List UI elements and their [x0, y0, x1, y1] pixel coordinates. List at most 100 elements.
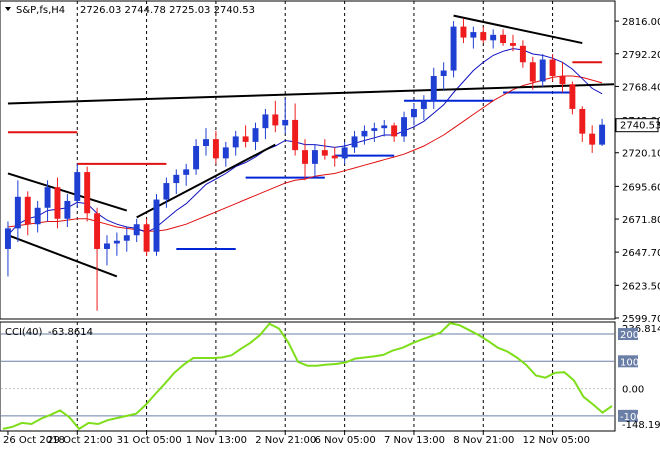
- x-tick-label: 7 Nov 13:00: [384, 435, 445, 446]
- candle-body: [510, 43, 516, 46]
- candle-body: [569, 84, 576, 109]
- candle-body: [292, 119, 299, 151]
- candle-body: [430, 76, 437, 101]
- cci-level-lines: [1, 333, 614, 417]
- y-tick-label: 2671.80: [622, 215, 660, 226]
- ohlc-values: 2726.03 2744.78 2725.03 2740.53: [80, 5, 255, 16]
- cci-label: CCI(40): [5, 327, 43, 338]
- main-plot-frame: [0, 0, 616, 320]
- y-tick-label: 2623.50: [622, 281, 660, 292]
- trendline: [7, 83, 615, 105]
- cci-tick-label: 100: [620, 357, 639, 368]
- price-tag: 2740.53: [615, 118, 660, 133]
- candle-body: [480, 32, 487, 41]
- vertical-gridlines: [76, 1, 554, 431]
- cci-plot-frame: [0, 321, 616, 432]
- candle-body: [500, 34, 507, 44]
- x-tick-label: 12 Nov 05:00: [523, 435, 590, 446]
- candle-body: [391, 125, 398, 137]
- candle-body: [183, 169, 190, 175]
- candle-body: [539, 59, 546, 82]
- trendline: [453, 14, 583, 45]
- candle-body: [460, 26, 467, 38]
- candle-body: [34, 207, 41, 225]
- trendline: [7, 234, 118, 278]
- candle-body: [331, 155, 338, 159]
- cci-series-line: [2, 322, 613, 431]
- candle-body: [4, 228, 11, 249]
- candle-body: [519, 45, 526, 63]
- cci-header: CCI(40) -63.8614: [5, 327, 93, 338]
- candle-body: [272, 114, 279, 126]
- candle-body: [529, 62, 536, 82]
- candle-body: [282, 119, 289, 126]
- y-tick-label: 2647.70: [622, 248, 660, 259]
- candle-body: [599, 124, 606, 145]
- candle-body: [470, 32, 477, 38]
- cci-value: -63.8614: [48, 327, 93, 338]
- y-tick-label: 2768.40: [622, 82, 660, 93]
- x-tick-label: 2 Nov 21:00: [255, 435, 316, 446]
- candle-body: [321, 150, 328, 156]
- candle-body: [559, 76, 566, 85]
- candle-body: [203, 139, 209, 147]
- trendline: [7, 172, 128, 212]
- candle-body: [173, 174, 180, 184]
- x-tick-label: 1 Nov 13:00: [186, 435, 247, 446]
- candle-body: [401, 117, 408, 137]
- cci-line: [2, 322, 613, 431]
- x-tick-label: 31 Oct 05:00: [117, 435, 182, 446]
- y-tick-label: 2792.20: [622, 50, 660, 61]
- candle-body: [361, 130, 368, 137]
- candle-body: [193, 146, 200, 170]
- candle-body: [450, 26, 457, 71]
- cci-tick-label: 0.00: [622, 385, 644, 396]
- candle-body: [549, 59, 556, 77]
- x-tick-label: 6 Nov 05:00: [315, 435, 376, 446]
- candle-body: [341, 147, 348, 159]
- y-tick-label: 2599.70: [622, 314, 660, 325]
- cci-tick-label: 200: [620, 330, 639, 341]
- candle-body: [54, 187, 61, 219]
- candle-body: [84, 172, 91, 214]
- cci-level-tag: [618, 409, 638, 422]
- candle-body: [104, 243, 110, 249]
- trendline: [136, 143, 276, 219]
- trendlines: [7, 14, 615, 278]
- candle-body: [371, 128, 378, 131]
- cci-tick-label: 236.8147: [622, 324, 660, 335]
- candle-body: [262, 114, 269, 129]
- candle-body: [64, 200, 71, 219]
- x-tick-label: 26 Oct 2018: [3, 435, 65, 446]
- candle-body: [113, 240, 120, 244]
- candle-body: [24, 196, 31, 225]
- y-tick-label: 2816.00: [622, 17, 660, 28]
- x-tick-label: 29 Oct 21:00: [47, 435, 112, 446]
- candle-body: [490, 34, 497, 41]
- candle-body: [212, 139, 219, 159]
- y-tick-label: 2695.60: [622, 182, 660, 193]
- candle-body: [44, 187, 51, 208]
- main-header: S&P,fs,H4 2726.03 2744.78 2725.03 2740.5…: [5, 5, 255, 16]
- candle-body: [14, 196, 21, 229]
- candle-body: [232, 136, 239, 148]
- cci-level-tag: [618, 355, 638, 368]
- candle-body: [440, 70, 447, 77]
- dropdown-arrow-icon[interactable]: [5, 7, 11, 11]
- cci-axis: 236.8147200 100 0.00 -100-148.1995: [618, 324, 660, 431]
- candle-body: [153, 199, 160, 252]
- candle-body: [589, 133, 596, 145]
- cci-level-tag: [618, 328, 638, 341]
- candles: [4, 18, 606, 311]
- candle-body: [242, 136, 249, 142]
- candle-body: [579, 108, 586, 134]
- candle-body: [94, 213, 101, 249]
- price-tag-value: 2740.53: [620, 121, 660, 132]
- candle-body: [420, 100, 427, 109]
- candle-body: [410, 108, 417, 118]
- y-tick-label: 2720.10: [622, 149, 660, 160]
- candle-body: [302, 150, 308, 164]
- candle-body: [133, 224, 140, 236]
